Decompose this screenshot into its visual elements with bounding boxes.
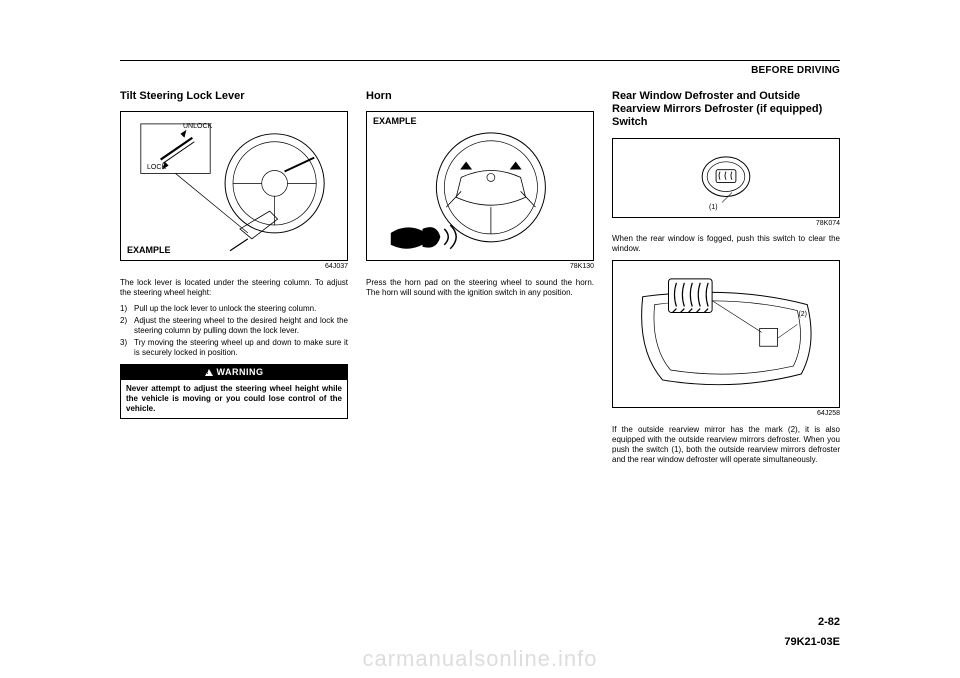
- defroster-switch-illustration: [613, 139, 839, 218]
- col1-figure: EXAMPLE UNLOCK LOCK: [120, 111, 348, 261]
- col1-steps: 1)Pull up the lock lever to unlock the s…: [120, 304, 348, 358]
- list-item: 3)Try moving the steering wheel up and d…: [120, 338, 348, 358]
- page: BEFORE DRIVING Tilt Steering Lock Lever: [0, 0, 960, 678]
- col1-title: Tilt Steering Lock Lever: [120, 90, 348, 103]
- warning-head-text: WARNING: [217, 367, 264, 377]
- column-2: Horn: [366, 90, 594, 471]
- col2-title: Horn: [366, 90, 594, 103]
- example-label: EXAMPLE: [373, 116, 417, 127]
- warning-head: WARNING: [121, 365, 347, 380]
- callout-2: (2): [798, 311, 807, 320]
- step-text: Adjust the steering wheel to the desired…: [134, 316, 348, 336]
- col3-figure-1: (1): [612, 138, 840, 218]
- col1-intro: The lock lever is located under the stee…: [120, 278, 348, 298]
- horn-illustration: [367, 112, 593, 261]
- col3-fig2-caption: 64J258: [612, 410, 840, 419]
- col2-body: Press the horn pad on the steering wheel…: [366, 278, 594, 298]
- step-num: 2): [120, 316, 134, 336]
- columns: Tilt Steering Lock Lever: [120, 90, 840, 471]
- list-item: 2)Adjust the steering wheel to the desir…: [120, 316, 348, 336]
- step-num: 3): [120, 338, 134, 358]
- section-header: BEFORE DRIVING: [120, 65, 840, 76]
- col2-figure: EXAMPLE: [366, 111, 594, 261]
- tilt-lever-illustration: [121, 112, 347, 261]
- example-label: EXAMPLE: [127, 245, 171, 256]
- step-num: 1): [120, 304, 134, 314]
- col3-figure-2: (2): [612, 260, 840, 408]
- column-1: Tilt Steering Lock Lever: [120, 90, 348, 471]
- column-3: Rear Window Defroster and Outside Rearvi…: [612, 90, 840, 471]
- list-item: 1)Pull up the lock lever to unlock the s…: [120, 304, 348, 314]
- col2-fig-caption: 78K130: [366, 263, 594, 272]
- doc-code: 79K21-03E: [784, 636, 840, 648]
- step-text: Try moving the steering wheel up and dow…: [134, 338, 348, 358]
- col3-mid: When the rear window is fogged, push thi…: [612, 234, 840, 254]
- watermark: carmanualsonline.info: [0, 646, 960, 672]
- top-rule: [120, 60, 840, 61]
- step-text: Pull up the lock lever to unlock the ste…: [134, 304, 348, 314]
- warning-triangle-icon: [205, 369, 213, 376]
- col3-fig1-caption: 78K074: [612, 220, 840, 229]
- col3-title: Rear Window Defroster and Outside Rearvi…: [612, 90, 840, 130]
- lock-label: LOCK: [147, 164, 166, 173]
- callout-1: (1): [709, 204, 718, 213]
- col3-body: If the outside rearview mirror has the m…: [612, 425, 840, 465]
- unlock-label: UNLOCK: [183, 123, 212, 132]
- warning-box: WARNING Never attempt to adjust the stee…: [120, 364, 348, 419]
- warning-body: Never attempt to adjust the steering whe…: [121, 380, 347, 418]
- col1-fig-caption: 64J037: [120, 263, 348, 272]
- page-number: 2-82: [818, 616, 840, 628]
- content-area: BEFORE DRIVING Tilt Steering Lock Lever: [120, 60, 840, 471]
- mirror-defroster-illustration: [613, 261, 839, 408]
